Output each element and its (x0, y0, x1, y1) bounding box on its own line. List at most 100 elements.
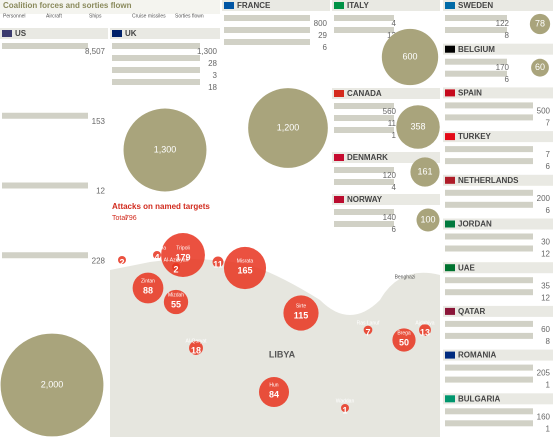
panel-header (443, 131, 553, 143)
stat-value: 8,507 (85, 47, 106, 56)
attack-bubble (118, 256, 126, 264)
stat-value: 35 (541, 281, 550, 290)
sorties-label: 2,000 (41, 379, 64, 389)
panel-header (332, 0, 440, 11)
attack-bubble (189, 341, 203, 355)
panel-header (443, 43, 553, 55)
icon-row (445, 408, 533, 415)
country-name: ITALY (347, 1, 369, 10)
icon-row (2, 252, 88, 259)
flag (334, 154, 344, 161)
target-value: 4 (154, 252, 159, 262)
icon-row (2, 112, 88, 119)
icon-row (334, 103, 394, 109)
target-value: 55 (171, 299, 181, 309)
target-value: 165 (237, 265, 252, 275)
icon-row (445, 376, 533, 383)
stat-value: 6 (546, 206, 551, 215)
attacks-title: Attacks on named targets (112, 202, 210, 211)
attack-bubble (153, 251, 161, 259)
icon-row (445, 320, 533, 327)
country-name: CANADA (347, 89, 382, 98)
icon-row (445, 245, 533, 252)
stat-value: 6 (392, 225, 397, 234)
stat-value: 6 (505, 75, 510, 84)
target-value: 11 (213, 259, 223, 269)
icon-row (112, 43, 200, 49)
target-value: 84 (269, 389, 279, 399)
icon-row (445, 277, 533, 284)
icon-row (445, 114, 533, 121)
total-label: Total (112, 215, 127, 222)
target-name: Sirte (296, 303, 307, 309)
sorties-bubble (410, 157, 440, 187)
icon-row (445, 364, 533, 371)
target-value: 88 (143, 285, 153, 295)
stat-value: 12 (541, 250, 550, 259)
attack-bubble (341, 404, 349, 412)
attack-bubble (419, 324, 431, 336)
panel-header (222, 0, 330, 11)
stat-value: 122 (496, 19, 510, 28)
country-name: BULGARIA (458, 394, 500, 403)
country-name: SWEDEN (458, 1, 493, 10)
country-name: SPAIN (458, 89, 482, 98)
sorties-label: 78 (535, 18, 545, 28)
stat-value: 1 (546, 381, 551, 390)
flag (112, 30, 122, 37)
icon-row (445, 332, 533, 339)
stat-value: 8 (505, 31, 510, 40)
icon-row (334, 209, 394, 215)
icon-row (112, 79, 200, 85)
icon-row (334, 15, 394, 21)
stat-value: 160 (537, 412, 551, 421)
sorties-bubble (529, 13, 551, 35)
flag (445, 351, 455, 359)
target-value: 179 (175, 252, 190, 262)
target-name: Mizdah (168, 292, 184, 298)
icon-row (334, 127, 394, 133)
target-value: 13 (420, 327, 430, 337)
panel-header (443, 0, 553, 11)
icon-row (445, 70, 507, 77)
stat-value: 120 (383, 171, 397, 180)
icon-row (445, 58, 507, 65)
attack-bubble (258, 376, 290, 408)
stat-value: 140 (383, 213, 397, 222)
stat-value: 6 (546, 162, 551, 171)
panel-header (443, 218, 553, 230)
icon-row (224, 27, 310, 33)
stat-value: 8 (546, 337, 551, 346)
stat-value: 1,300 (197, 47, 218, 56)
icon-row (224, 15, 310, 21)
stat-value: 153 (92, 117, 106, 126)
country-name: JORDAN (458, 220, 492, 229)
stat-value: 205 (537, 369, 551, 378)
flag (445, 307, 455, 315)
flag (445, 133, 455, 141)
total-value: 796 (125, 215, 137, 222)
panel-header (110, 28, 220, 39)
attack-bubble (172, 263, 180, 271)
target-name: Al-Aziziyah (164, 257, 189, 263)
stat-value: 29 (318, 31, 327, 40)
attack-bubble (392, 328, 416, 352)
attack-bubble (161, 233, 205, 277)
legend-bar (0, 0, 220, 14)
stat-value: 4 (392, 183, 397, 192)
icon-row (334, 115, 394, 121)
panel-header (332, 152, 440, 163)
flag (224, 2, 234, 9)
legend-label: Personnel (3, 13, 26, 19)
icon-row (2, 182, 88, 189)
flag (445, 220, 455, 228)
stat-value: 60 (541, 325, 550, 334)
sorties-label: 1,300 (154, 144, 177, 154)
icon-row (445, 201, 533, 208)
attack-bubble (223, 246, 267, 290)
icon-row (445, 27, 507, 33)
target-name: Misrata (237, 258, 254, 264)
country-label: LIBYA (269, 349, 296, 359)
target-name: Ajdabiya (415, 320, 434, 326)
